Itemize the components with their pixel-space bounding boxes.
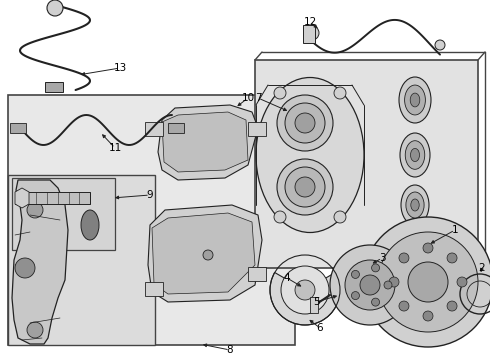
Bar <box>8 175 155 345</box>
Circle shape <box>330 245 410 325</box>
Text: 9: 9 <box>147 190 153 200</box>
Bar <box>310 297 318 313</box>
Polygon shape <box>152 213 255 294</box>
Circle shape <box>274 87 286 99</box>
Polygon shape <box>162 112 248 172</box>
Bar <box>12 178 115 250</box>
Ellipse shape <box>411 148 419 162</box>
Circle shape <box>285 103 325 143</box>
Ellipse shape <box>410 93 420 107</box>
Circle shape <box>447 253 457 263</box>
Circle shape <box>351 292 360 300</box>
Circle shape <box>351 270 360 278</box>
Circle shape <box>295 177 315 197</box>
Circle shape <box>389 277 399 287</box>
Circle shape <box>277 95 333 151</box>
Circle shape <box>423 243 433 253</box>
Bar <box>145 122 163 136</box>
Polygon shape <box>12 180 68 344</box>
Circle shape <box>295 113 315 133</box>
Ellipse shape <box>399 77 431 123</box>
Text: 10: 10 <box>242 93 255 103</box>
Circle shape <box>281 266 329 314</box>
Circle shape <box>285 167 325 207</box>
Circle shape <box>371 264 380 272</box>
Text: 3: 3 <box>379 253 385 263</box>
Circle shape <box>274 211 286 223</box>
Text: 7: 7 <box>255 93 261 103</box>
Polygon shape <box>158 105 258 180</box>
Ellipse shape <box>256 77 364 233</box>
Circle shape <box>399 301 409 311</box>
Text: 6: 6 <box>317 323 323 333</box>
Ellipse shape <box>401 185 429 225</box>
Ellipse shape <box>406 192 424 218</box>
Bar <box>45 82 63 92</box>
Circle shape <box>203 250 213 260</box>
Polygon shape <box>255 60 478 268</box>
Circle shape <box>384 281 392 289</box>
Bar <box>145 282 163 296</box>
Text: 11: 11 <box>108 143 122 153</box>
Circle shape <box>295 280 315 300</box>
Circle shape <box>360 275 380 295</box>
Circle shape <box>334 211 346 223</box>
Text: 4: 4 <box>284 273 290 283</box>
Bar <box>15 192 90 204</box>
Polygon shape <box>15 188 29 208</box>
Circle shape <box>378 232 478 332</box>
Bar <box>8 95 295 345</box>
Polygon shape <box>148 205 262 302</box>
Bar <box>10 123 26 133</box>
Ellipse shape <box>400 133 430 177</box>
Circle shape <box>408 262 448 302</box>
Text: 2: 2 <box>479 263 485 273</box>
Ellipse shape <box>411 199 419 211</box>
Circle shape <box>305 26 319 40</box>
Circle shape <box>423 311 433 321</box>
Ellipse shape <box>405 85 425 115</box>
Text: 1: 1 <box>452 225 458 235</box>
Circle shape <box>457 277 467 287</box>
Circle shape <box>334 87 346 99</box>
Bar <box>303 25 315 43</box>
Bar <box>248 267 266 281</box>
Circle shape <box>345 260 395 310</box>
Circle shape <box>15 258 35 278</box>
Text: 13: 13 <box>113 63 126 73</box>
Bar <box>168 123 184 133</box>
Circle shape <box>435 40 445 50</box>
Text: 8: 8 <box>227 345 233 355</box>
Circle shape <box>363 217 490 347</box>
Bar <box>248 122 266 136</box>
Circle shape <box>27 322 43 338</box>
Ellipse shape <box>405 141 425 169</box>
Ellipse shape <box>81 210 99 240</box>
Circle shape <box>371 298 380 306</box>
Circle shape <box>447 301 457 311</box>
Circle shape <box>399 253 409 263</box>
Text: 12: 12 <box>303 17 317 27</box>
Circle shape <box>27 202 43 218</box>
Circle shape <box>47 0 63 16</box>
Wedge shape <box>270 273 340 325</box>
Circle shape <box>277 159 333 215</box>
Text: 5: 5 <box>313 297 319 307</box>
